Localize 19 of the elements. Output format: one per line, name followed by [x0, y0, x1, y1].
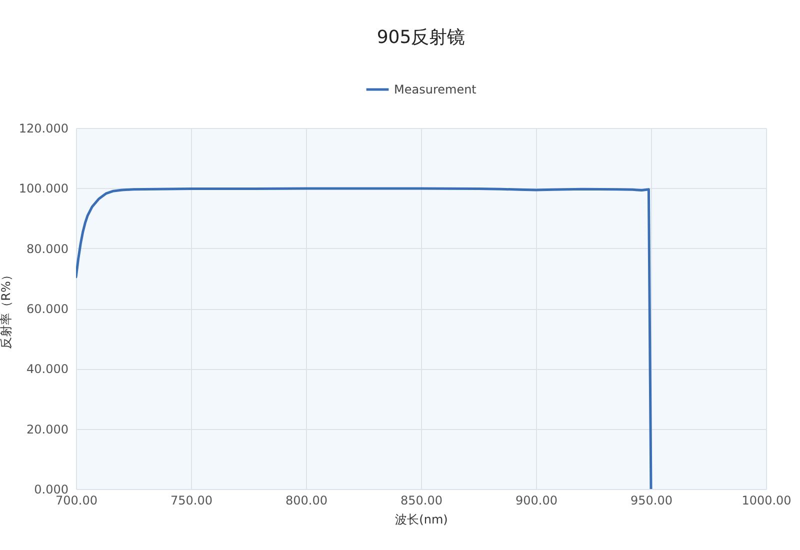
x-tick-label: 950.00 — [630, 494, 672, 508]
line-series — [76, 187, 652, 489]
x-tick-label: 800.00 — [286, 494, 328, 508]
x-tick-label: 700.00 — [56, 494, 98, 508]
y-axis-title: 反射率（R%） — [0, 269, 13, 349]
y-tick-label: 60.000 — [26, 302, 68, 316]
chart-title: 905反射镜 — [376, 27, 466, 48]
y-tick-label: 0.000 — [34, 482, 68, 496]
y-tick-label: 120.000 — [18, 122, 68, 136]
y-tick-label: 40.000 — [26, 362, 68, 376]
y-tick-label: 20.000 — [26, 422, 68, 436]
y-tick-label: 100.000 — [18, 182, 68, 196]
x-tick-label: 1000.00 — [742, 494, 792, 508]
x-tick-label: 900.00 — [516, 494, 558, 508]
x-tick-label: 850.00 — [400, 494, 442, 508]
legend-label: Measurement — [394, 82, 477, 96]
x-axis-title: 波长(nm) — [395, 512, 448, 526]
x-tick-label: 750.00 — [170, 494, 212, 508]
y-tick-label: 80.000 — [26, 242, 68, 256]
